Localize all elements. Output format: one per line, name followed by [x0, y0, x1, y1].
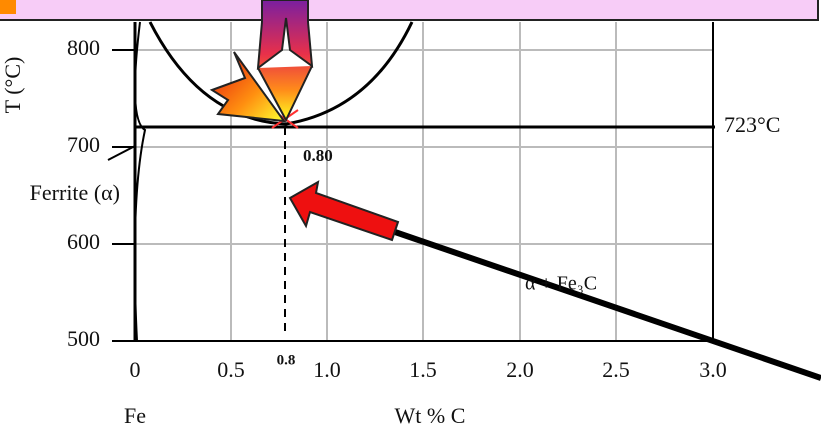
x-tick-label: 0: [130, 357, 141, 382]
y-tick-label: 500: [67, 326, 100, 351]
axes: [112, 22, 714, 342]
eutectoid-mark: 0.8: [277, 352, 296, 368]
x-tick-label: 3.0: [699, 357, 727, 382]
x-tick-label: 0.5: [217, 357, 245, 382]
banner: [0, 0, 819, 21]
arrow-red: [288, 180, 400, 242]
two-phase-label: α + Fe₃C: [525, 273, 597, 295]
x-axis-label: Wt % C: [395, 403, 466, 428]
banner-icon: [0, 0, 16, 14]
y-axis-label: T (°C): [0, 57, 25, 114]
x-tick-label: 2.5: [602, 357, 630, 382]
ferrite-label: Ferrite (α): [30, 180, 120, 205]
grid: [135, 22, 713, 341]
x-tick-label: 2.0: [506, 357, 534, 382]
eutectoid-temp: 723°C: [724, 112, 780, 137]
x-tick-label: 1.0: [313, 357, 341, 382]
pointer-line: [394, 229, 821, 381]
y-tick-label: 600: [67, 229, 100, 254]
arrow-left: [209, 51, 287, 123]
arrow-top: [256, 0, 314, 123]
x-tick-label: 1.5: [409, 357, 437, 382]
phase-lines: [107, 21, 715, 342]
y-tick-label: 700: [67, 132, 100, 157]
eutectoid-comp: 0.80: [303, 146, 333, 165]
x-origin-label: Fe: [124, 403, 146, 428]
y-tick-label: 800: [67, 35, 100, 60]
